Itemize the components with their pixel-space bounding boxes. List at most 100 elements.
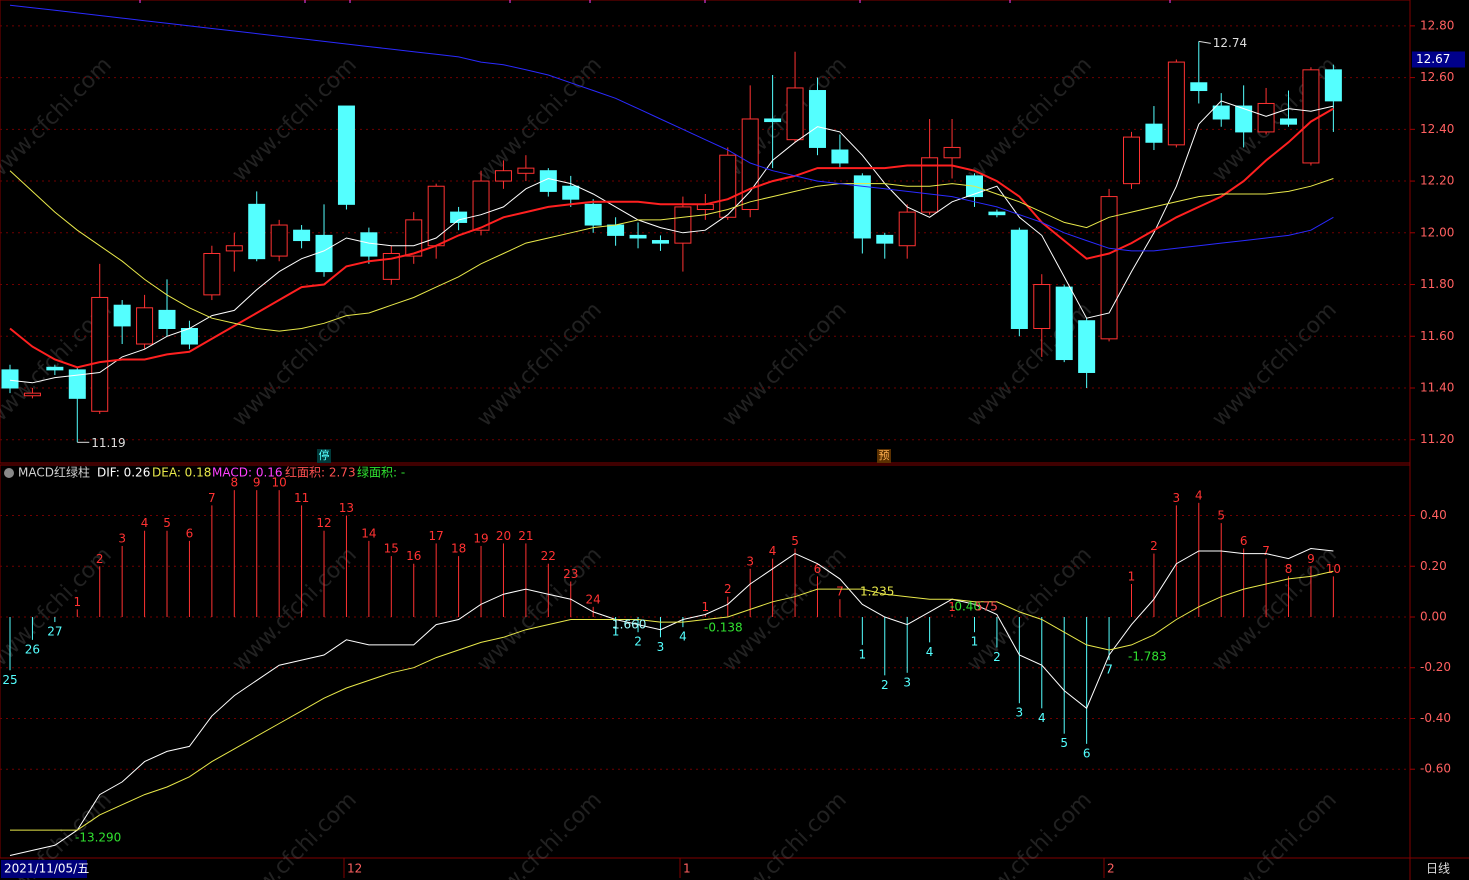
- macd-bar-label: 7: [836, 585, 844, 599]
- candle-body: [315, 234, 333, 273]
- candle-body: [876, 234, 894, 244]
- candle-body: [1324, 69, 1342, 102]
- candle-body: [562, 185, 580, 200]
- watermark: www.cfchi.com: [472, 297, 606, 431]
- candle-body: [808, 90, 826, 148]
- candle-body: [651, 240, 669, 244]
- candle-body: [584, 203, 602, 226]
- macd-bar-label: 23: [563, 567, 578, 581]
- macd-bar-label: 1: [702, 600, 710, 614]
- top-marks: [139, 0, 1171, 3]
- y-tick-label: 12.20: [1420, 174, 1454, 188]
- candle-body: [898, 211, 916, 247]
- candle-body: [764, 118, 782, 123]
- candle-body: [225, 245, 243, 252]
- date-label: 12: [347, 862, 362, 876]
- candle-body: [1145, 123, 1163, 143]
- flag: 预: [879, 449, 890, 462]
- high-pointer: [1198, 40, 1211, 44]
- watermark: www.cfchi.com: [1207, 787, 1341, 880]
- macd-header: MACD红绿柱: [18, 465, 90, 480]
- macd-bar-label: 1: [948, 600, 956, 614]
- macd-bar-label: 17: [429, 529, 444, 543]
- candle-body: [337, 105, 355, 205]
- watermark: www.cfchi.com: [962, 297, 1096, 431]
- macd-bar-label: 3: [746, 554, 754, 568]
- candle-body: [68, 369, 86, 399]
- macd-header: 绿面积: -: [357, 465, 405, 480]
- macd-bar-label: 2: [1150, 539, 1158, 553]
- macd-bar-label: 4: [1195, 488, 1203, 502]
- macd-bar-label: 10: [1326, 562, 1341, 576]
- macd-annotation: 1.660: [612, 618, 646, 632]
- candle-body: [607, 224, 625, 236]
- macd-bar-label: 4: [1038, 711, 1046, 725]
- candle-body: [91, 296, 109, 412]
- candle-body: [719, 154, 737, 218]
- date-label: 日线: [1426, 862, 1450, 876]
- candle-body: [1302, 69, 1320, 164]
- candle-body: [450, 211, 468, 223]
- candle-body: [1055, 286, 1073, 361]
- macd-bar-label: 11: [294, 491, 309, 505]
- macd-bar-label: 20: [496, 529, 511, 543]
- macd-annotation: -1.783: [1128, 650, 1167, 664]
- candle-body: [1280, 118, 1298, 125]
- y-tick-label: 11.40: [1420, 380, 1454, 394]
- macd-annotation: 575: [975, 600, 998, 614]
- candle-body: [674, 206, 692, 244]
- macd-bar-label: 3: [903, 675, 911, 689]
- candle-body: [786, 87, 804, 141]
- y-tick-label: -0.40: [1420, 711, 1451, 725]
- y-tick-label: 12.80: [1420, 18, 1454, 32]
- macd-bar-label: 1: [73, 595, 81, 609]
- macd-bar-label: 7: [1105, 663, 1113, 677]
- candle-body: [539, 170, 557, 192]
- macd-bar-label: 27: [47, 625, 62, 639]
- date-label: 2: [1107, 862, 1115, 876]
- watermark: www.cfchi.com: [0, 52, 117, 186]
- last-price-box: [1412, 51, 1465, 68]
- candle-body: [1033, 284, 1051, 329]
- candle-body: [248, 203, 266, 260]
- macd-bar-label: 5: [1060, 736, 1068, 750]
- macd-bar-label: 22: [541, 549, 556, 563]
- candle-body: [629, 234, 647, 239]
- macd-bar-label: 3: [1173, 491, 1181, 505]
- macd-bar-label: 3: [657, 640, 665, 654]
- macd-bar-label: 25: [2, 673, 17, 687]
- macd-bar-label: 7: [1262, 544, 1270, 558]
- watermark: www.cfchi.com: [1207, 297, 1341, 431]
- macd-bar-label: 3: [1016, 706, 1024, 720]
- macd-bar-label: 2: [993, 650, 1001, 664]
- watermark: www.cfchi.com: [717, 542, 851, 676]
- date-label: 1: [683, 862, 691, 876]
- macd-bar-label: 6: [186, 526, 194, 540]
- candle-body: [203, 252, 221, 296]
- flag-box: [317, 449, 331, 463]
- macd-bar-label: 6: [814, 562, 822, 576]
- watermark: www.cfchi.com: [962, 52, 1096, 186]
- macd-bar-label: 2: [724, 582, 732, 596]
- macd-bar-label: 4: [926, 645, 934, 659]
- ma-line: [9, 100, 1334, 384]
- y-tick-label: 12.00: [1420, 225, 1454, 239]
- date-box: [1, 860, 87, 878]
- macd-bar-label: 5: [163, 516, 171, 530]
- macd-bar-label: 1: [1128, 570, 1136, 584]
- candle-body: [472, 180, 490, 231]
- macd-bar-label: 3: [118, 531, 126, 545]
- candle-body: [1010, 229, 1028, 329]
- y-tick-label: -0.60: [1420, 762, 1451, 776]
- candle-body: [427, 185, 445, 247]
- macd-header: 红面积: 2.73: [285, 465, 356, 480]
- watermark: www.cfchi.com: [227, 542, 361, 676]
- candle-body: [1190, 82, 1208, 92]
- macd-header: DEA: 0.18: [152, 466, 211, 480]
- macd-bar-label: 2: [96, 552, 104, 566]
- y-tick-label: 11.20: [1420, 432, 1454, 446]
- high-label: 12.74: [1213, 36, 1247, 50]
- y-tick-label: 0.40: [1420, 508, 1447, 522]
- candle-body: [1257, 102, 1275, 133]
